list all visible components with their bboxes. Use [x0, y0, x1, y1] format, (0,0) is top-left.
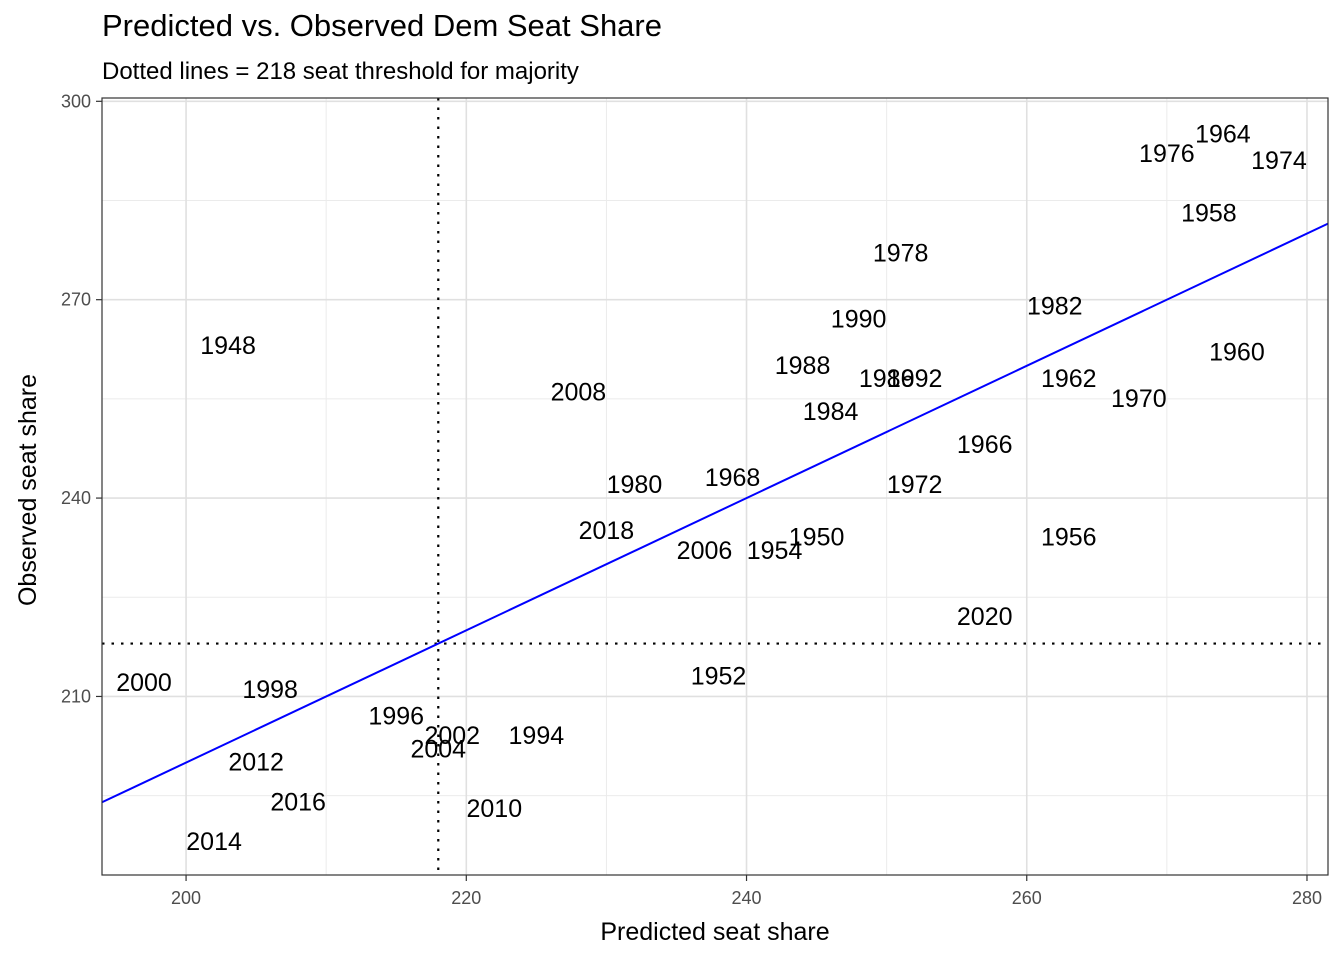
y-tick-label: 300	[61, 91, 91, 111]
point-label: 2008	[551, 378, 607, 406]
point-label: 2006	[677, 537, 733, 565]
point-label: 1986	[859, 365, 915, 393]
point-label: 2012	[228, 749, 284, 777]
x-tick-label: 220	[451, 888, 481, 908]
point-label: 1990	[831, 306, 887, 334]
point-label: 1988	[775, 352, 831, 380]
point-label: 1978	[873, 239, 929, 267]
point-label: 2018	[579, 517, 635, 545]
point-label: 1994	[509, 722, 565, 750]
point-label: 1966	[957, 431, 1013, 459]
x-tick-label: 280	[1292, 888, 1322, 908]
point-label: 2004	[410, 735, 466, 763]
point-label: 1968	[705, 464, 761, 492]
y-axis-title: Observed seat share	[14, 374, 42, 606]
y-tick-label: 240	[61, 488, 91, 508]
point-label: 1996	[368, 702, 424, 730]
point-label: 2016	[270, 788, 326, 816]
point-label: 1984	[803, 398, 859, 426]
point-label: 1960	[1209, 339, 1265, 367]
major-gridlines	[102, 98, 1328, 875]
point-label: 2000	[116, 669, 172, 697]
x-axis-ticks: 200 220 240 260 280	[171, 875, 1322, 908]
point-label: 2014	[186, 828, 242, 856]
y-tick-label: 210	[61, 686, 91, 706]
point-label: 1972	[887, 471, 943, 499]
point-label: 1950	[789, 524, 845, 552]
point-label: 1948	[200, 332, 256, 360]
threshold-lines	[102, 98, 1328, 875]
point-label: 1980	[607, 471, 663, 499]
point-label: 1982	[1027, 292, 1083, 320]
point-label: 1952	[691, 663, 747, 691]
x-axis-title: Predicted seat share	[600, 918, 829, 946]
point-label: 1964	[1195, 120, 1251, 148]
point-label: 1998	[242, 676, 298, 704]
point-label: 1956	[1041, 524, 1097, 552]
point-label: 1976	[1139, 140, 1195, 168]
y-axis-ticks: 210 240 270 300	[61, 91, 102, 706]
panel-border	[101, 97, 1329, 876]
point-label: 1992	[887, 365, 943, 393]
point-label: 1970	[1111, 385, 1167, 413]
point-label: 1974	[1251, 147, 1307, 175]
chart-title: Predicted vs. Observed Dem Seat Share	[102, 8, 662, 43]
point-label: 1958	[1181, 200, 1237, 228]
point-label: 1962	[1041, 365, 1097, 393]
chart-subtitle: Dotted lines = 218 seat threshold for ma…	[102, 58, 579, 85]
point-label: 1954	[747, 537, 803, 565]
point-label: 2010	[467, 795, 523, 823]
point-label: 2002	[424, 722, 480, 750]
y-tick-label: 270	[61, 290, 91, 310]
point-label: 2020	[957, 603, 1013, 631]
fit-line-group	[101, 222, 1329, 804]
x-tick-label: 200	[171, 888, 201, 908]
x-tick-label: 260	[1012, 888, 1042, 908]
point-labels: 1948 1950 1952 1954 1956 1958 1960 1962 1964 1966…	[116, 120, 1307, 856]
minor-gridlines	[102, 98, 1328, 875]
fit-line	[101, 222, 1329, 804]
x-tick-label: 240	[732, 888, 762, 908]
